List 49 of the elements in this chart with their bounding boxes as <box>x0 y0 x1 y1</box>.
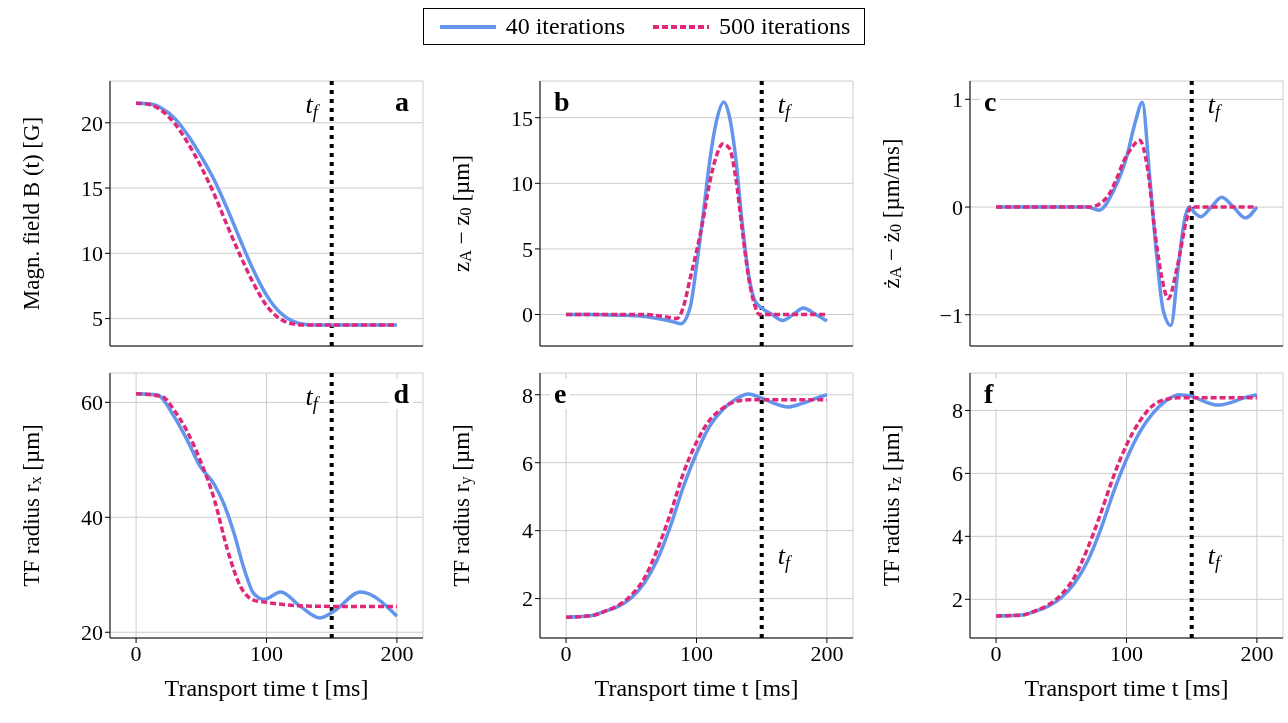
y-tick-label: 4 <box>522 518 533 544</box>
y-tick-label: 5 <box>92 306 103 332</box>
y-tick-label: 4 <box>952 524 963 550</box>
y-tick-label: 6 <box>952 461 963 487</box>
x-tick-label: 100 <box>680 640 713 666</box>
x-tick-label: 0 <box>560 640 572 666</box>
ref-line-label: t$_{f}$ <box>1207 540 1223 573</box>
ref-line-label: t$_{f}$ <box>777 90 793 122</box>
legend-label: 500 iterations <box>719 13 851 40</box>
x-tick-label: 100 <box>1110 640 1143 666</box>
y-tick-label: 0 <box>952 194 963 220</box>
y-tick-label: 1 <box>952 87 963 113</box>
x-tick-label: 0 <box>130 640 142 666</box>
y-tick-label: 20 <box>81 110 103 136</box>
x-tick-label: 100 <box>250 640 283 666</box>
y-tick-label: 8 <box>522 382 533 408</box>
x-axis-title: Transport time t [ms] <box>594 675 799 701</box>
y-axis-title: Magn. field B (t) [G] <box>18 116 44 311</box>
y-tick-label: 5 <box>522 236 533 262</box>
ref-line-label: t$_{f}$ <box>1207 90 1223 122</box>
annotation: f <box>980 378 998 409</box>
y-tick-label: 8 <box>952 398 963 424</box>
y-tick-label: 15 <box>81 175 103 201</box>
legend-label: 40 iterations <box>505 13 625 40</box>
x-tick-label: 0 <box>990 640 1002 666</box>
x-tick-label: 200 <box>810 640 844 666</box>
ref-line-label: t$_{f}$ <box>305 382 321 414</box>
ref-line-label: t$_{f}$ <box>305 90 321 122</box>
x-tick-label: 200 <box>1240 640 1274 666</box>
y-tick-label: 6 <box>522 450 533 476</box>
ref-line-label: t$_{f}$ <box>777 540 793 573</box>
annotation: c <box>980 86 1001 117</box>
annotation: e <box>550 378 571 409</box>
x-axis-title: Transport time t [ms] <box>164 675 369 701</box>
annotation: d <box>389 378 413 409</box>
y-tick-label: −1 <box>939 302 963 328</box>
x-axis-title: Transport time t [ms] <box>1024 675 1229 701</box>
annotation: b <box>550 86 574 117</box>
y-tick-label: 0 <box>522 302 533 328</box>
y-tick-label: 20 <box>81 620 103 646</box>
y-tick-label: 10 <box>81 241 103 267</box>
y-tick-label: 15 <box>511 105 533 131</box>
annotation: a <box>391 86 413 117</box>
y-tick-label: 40 <box>81 505 103 531</box>
y-tick-label: 2 <box>522 586 533 612</box>
y-tick-label: 10 <box>511 171 533 197</box>
x-tick-label: 200 <box>380 640 414 666</box>
y-tick-label: 2 <box>952 587 963 613</box>
y-tick-label: 60 <box>81 390 103 416</box>
